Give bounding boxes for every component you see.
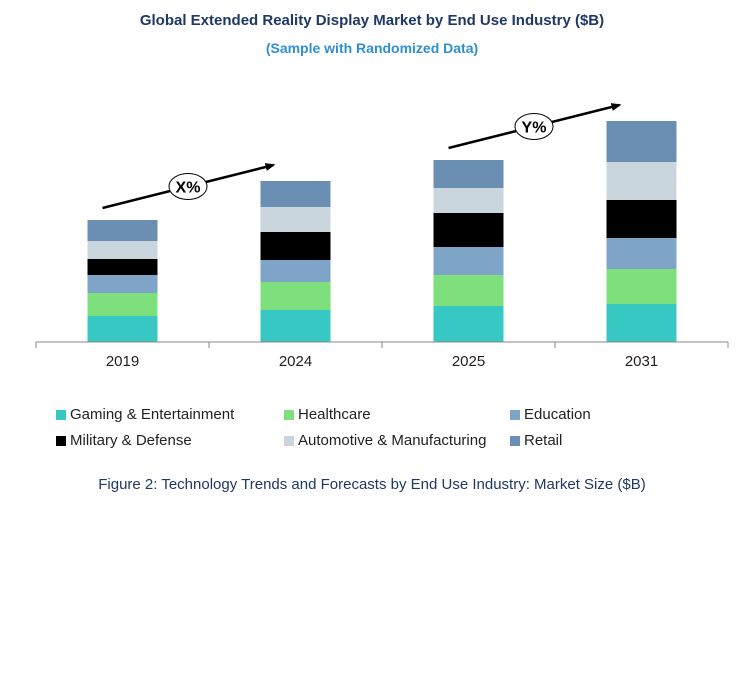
- bar-segment-2024-3: [260, 232, 331, 260]
- bar-segment-2031-0: [606, 304, 677, 342]
- bar-segment-2019-3: [87, 259, 158, 275]
- growth-annotations: X% Y%: [102, 103, 622, 210]
- legend-item: Military & Defense: [56, 432, 192, 449]
- legend-swatch: [510, 435, 520, 446]
- growth-label: Y%: [522, 120, 547, 137]
- legend-label: Education: [524, 406, 591, 423]
- bar-segment-2019-2: [87, 275, 158, 293]
- growth-badge: [514, 113, 554, 140]
- bar-segment-2031-2: [606, 238, 677, 269]
- x-tick-label: 2031: [625, 353, 658, 370]
- legend-swatch: [56, 409, 66, 420]
- bar-segment-2031-5: [606, 121, 677, 162]
- legend-swatch: [284, 409, 294, 420]
- bar-segment-2024-0: [260, 310, 331, 342]
- bar-segment-2019-4: [87, 241, 158, 259]
- x-tick-label: 2024: [279, 353, 312, 370]
- bar-segment-2024-2: [260, 260, 331, 282]
- bar-segment-2025-2: [433, 247, 504, 275]
- bar-segment-2031-4: [606, 162, 677, 200]
- bar-segment-2031-3: [606, 200, 677, 238]
- x-tick-label: 2025: [452, 353, 485, 370]
- legend-swatch: [510, 409, 520, 420]
- legend-item: Healthcare: [284, 406, 371, 423]
- legend-label: Gaming & Entertainment: [70, 406, 235, 423]
- growth-badge: [168, 173, 208, 200]
- bar-segment-2025-1: [433, 275, 504, 306]
- chart-svg: 2019 2024 2025 2031 X% Y%: [35, 103, 729, 370]
- legend-item: Automotive & Manufacturing: [284, 432, 486, 449]
- growth-label: X%: [176, 180, 201, 197]
- bar-segment-2024-4: [260, 207, 331, 232]
- legend-label: Healthcare: [298, 406, 371, 423]
- bar-segment-2031-1: [606, 269, 677, 304]
- chart-title: Global Extended Reality Display Market b…: [139, 12, 605, 29]
- legend-label: Automotive & Manufacturing: [298, 432, 487, 449]
- bar-segment-2019-0: [87, 316, 158, 342]
- bar-segment-2019-5: [87, 220, 158, 241]
- legend-item: Education: [510, 406, 591, 423]
- bar-segment-2025-5: [433, 160, 504, 188]
- bar-segment-2024-1: [260, 282, 331, 310]
- bar-segment-2019-1: [87, 293, 158, 316]
- legend-swatch: [284, 435, 294, 446]
- bar-segment-2024-5: [260, 181, 331, 207]
- x-axis-ticks: 2019 2024 2025 2031: [35, 342, 729, 370]
- legend-label: Military & Defense: [70, 432, 192, 449]
- bars-group: [87, 121, 677, 342]
- legend-label: Retail: [524, 432, 563, 449]
- legend-item: Retail: [510, 432, 562, 449]
- legend-item: Gaming & Entertainment: [56, 406, 234, 423]
- figure-caption: Figure 2: Technology Trends and Forecast…: [98, 476, 646, 493]
- bar-segment-2025-0: [433, 306, 504, 342]
- x-tick-label: 2019: [106, 353, 139, 370]
- bar-segment-2025-4: [433, 188, 504, 213]
- bar-segment-2025-3: [433, 213, 504, 247]
- legend-swatch: [56, 435, 66, 446]
- chart-subtitle: (Sample with Randomized Data): [265, 40, 479, 56]
